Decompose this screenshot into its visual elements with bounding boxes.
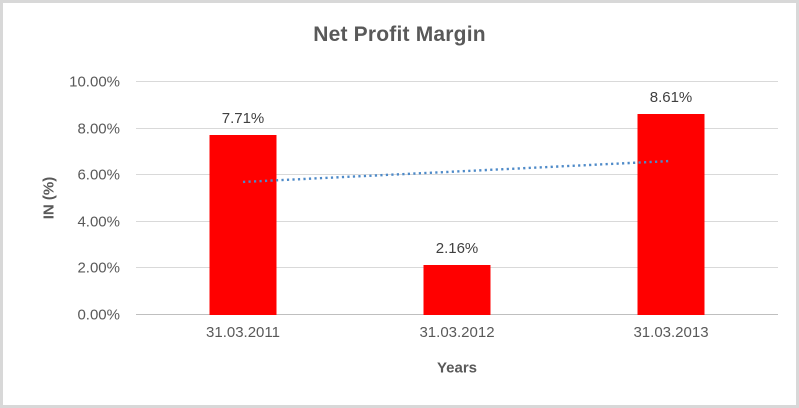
gridline	[136, 127, 778, 129]
y-tick-label: 4.00%	[77, 213, 120, 231]
y-tick-label: 2.00%	[77, 259, 120, 277]
x-tick-label: 31.03.2013	[633, 324, 709, 341]
bar-31.03.2012	[423, 264, 491, 315]
data-label: 7.71%	[221, 110, 265, 128]
data-label: 2.16%	[435, 239, 479, 257]
y-axis-title: IN (%)	[40, 176, 58, 220]
bar-31.03.2011	[209, 135, 277, 315]
plot-area: 0.00% 2.00% 4.00% 6.00% 8.00% 10.00% 7.71% 31.0…	[69, 74, 778, 341]
bar-31.03.2013	[637, 114, 705, 315]
y-tick-label: 6.00%	[77, 166, 120, 184]
x-axis-title: Years	[436, 359, 478, 377]
gridline	[136, 81, 778, 82]
y-tick-label: 0.00%	[77, 306, 120, 324]
chart-title: Net Profit Margin	[313, 23, 486, 46]
data-label: 8.61%	[649, 89, 693, 107]
y-tick-label: 8.00%	[77, 120, 120, 138]
x-tick-label: 31.03.2012	[419, 324, 495, 341]
x-tick-label: 31.03.2011	[206, 324, 280, 341]
gridline	[136, 220, 778, 222]
y-tick-label: 10.00%	[69, 73, 120, 91]
